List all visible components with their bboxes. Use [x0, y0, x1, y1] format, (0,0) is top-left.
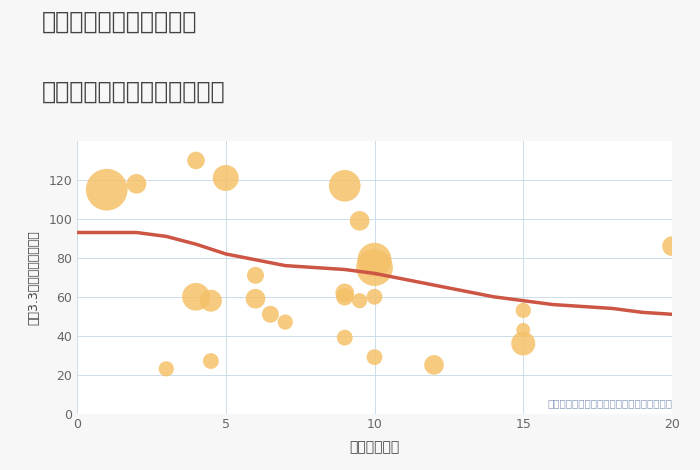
Y-axis label: 坪（3.3㎡）単価（万円）: 坪（3.3㎡）単価（万円） [27, 230, 40, 325]
Text: 奈良県奈良市四条大路の: 奈良県奈良市四条大路の [42, 9, 197, 33]
Point [354, 297, 365, 305]
Point [369, 293, 380, 300]
Point [339, 334, 350, 341]
Point [205, 357, 216, 365]
Point [160, 365, 172, 373]
Point [666, 243, 678, 250]
X-axis label: 駅距離（分）: 駅距離（分） [349, 440, 400, 454]
Point [339, 289, 350, 297]
Point [428, 361, 440, 368]
Point [339, 182, 350, 189]
Point [518, 326, 529, 334]
Point [518, 306, 529, 314]
Point [369, 264, 380, 271]
Point [265, 311, 276, 318]
Point [101, 186, 112, 194]
Text: 駅距離別中古マンション価格: 駅距離別中古マンション価格 [42, 80, 225, 104]
Point [205, 297, 216, 305]
Point [250, 295, 261, 303]
Point [190, 157, 202, 164]
Point [250, 272, 261, 279]
Point [354, 217, 365, 225]
Point [369, 256, 380, 264]
Point [190, 293, 202, 300]
Point [339, 293, 350, 300]
Point [131, 180, 142, 188]
Text: 円の大きさは、取引のあった物件面積を示す: 円の大きさは、取引のあった物件面積を示す [547, 398, 672, 408]
Point [369, 353, 380, 361]
Point [518, 340, 529, 347]
Point [220, 174, 231, 182]
Point [279, 318, 291, 326]
